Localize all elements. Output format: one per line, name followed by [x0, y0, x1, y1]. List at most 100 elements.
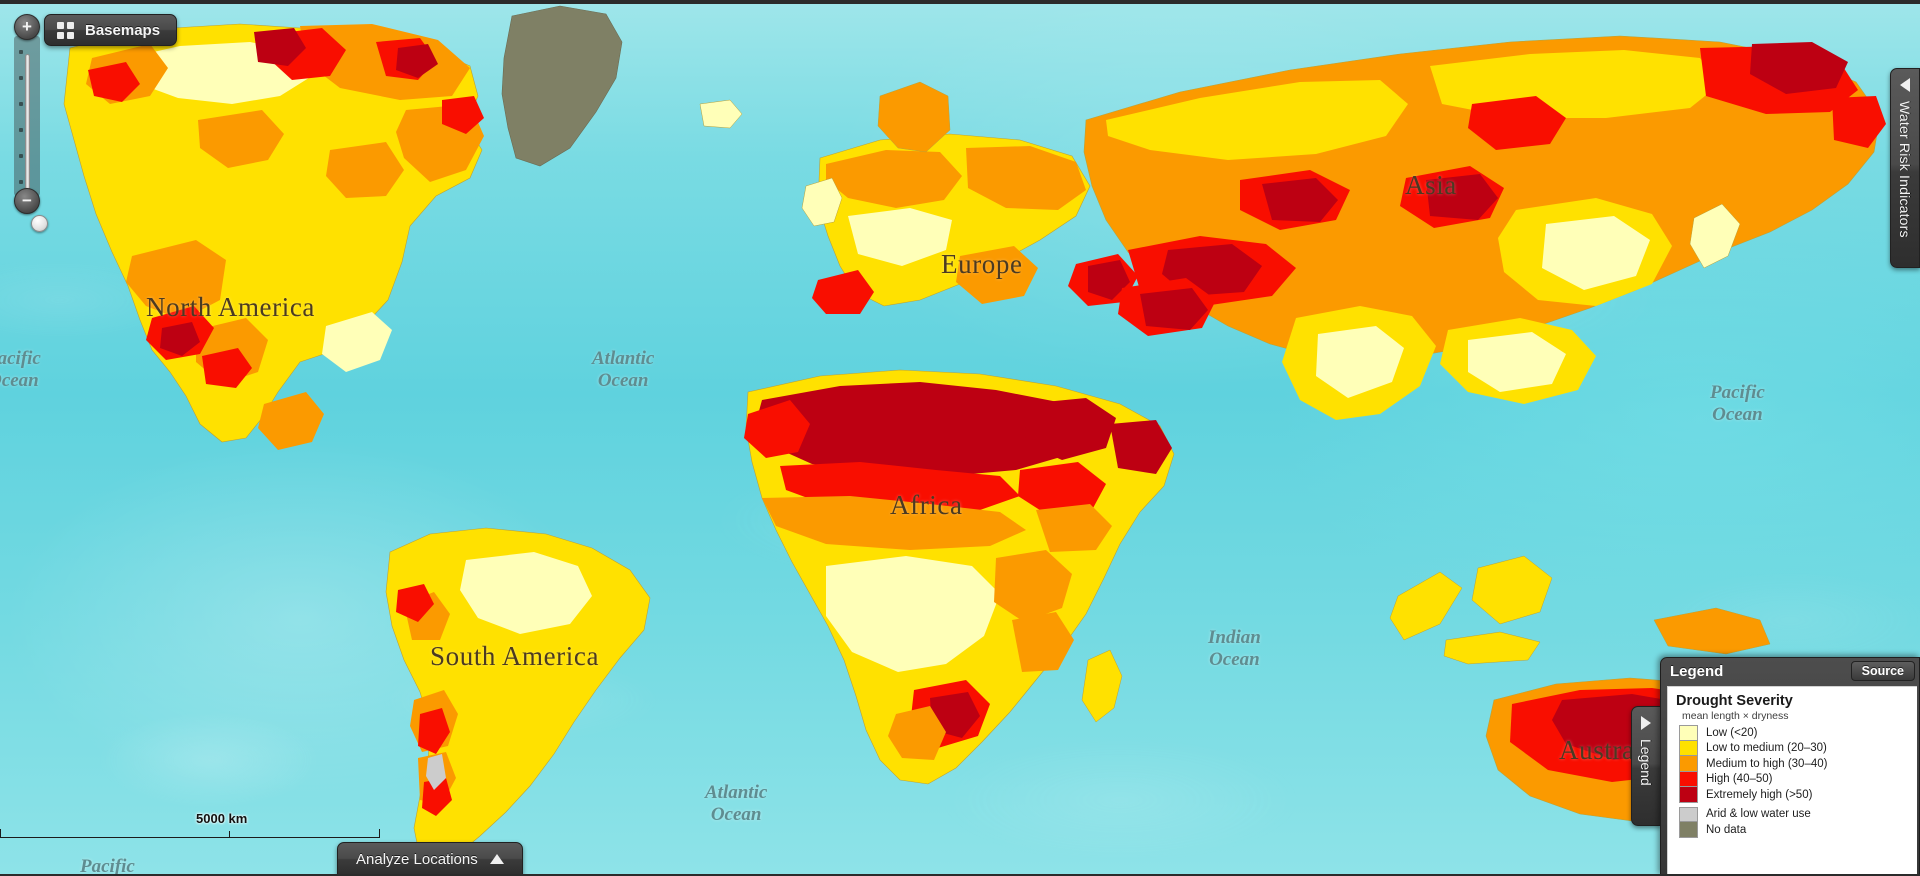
basemaps-button[interactable]: Basemaps — [44, 14, 178, 46]
africa-extreme-class — [756, 382, 1080, 476]
na-extreme-class — [160, 322, 200, 356]
legend-class-row: Low (<20) — [1676, 725, 1909, 741]
sa-arid-class — [426, 754, 446, 790]
zoom-in-button[interactable]: + — [14, 14, 40, 40]
na-extreme-class — [396, 44, 438, 78]
zoom-tick — [19, 50, 23, 54]
zoom-slider-track[interactable] — [25, 54, 48, 232]
window-bottom-edge — [0, 874, 1920, 876]
water-risk-indicators-tab[interactable]: Water Risk Indicators — [1890, 68, 1920, 268]
sa-low-class — [460, 552, 592, 634]
triangle-right-icon — [1641, 716, 1651, 730]
africa-medium-high-class — [994, 550, 1072, 622]
legend-label-high: High (40–50) — [1706, 773, 1773, 786]
legend-swatch-low — [1679, 725, 1698, 741]
na-medium-high-class — [326, 142, 404, 198]
europe-medium-high-class — [956, 246, 1038, 304]
legend-class-row: Low to medium (20–30) — [1676, 740, 1909, 756]
na-high-class — [88, 62, 140, 102]
legend-swatch-high — [1679, 771, 1698, 787]
legend-label-low: Low (<20) — [1706, 726, 1758, 739]
asia-low-class — [1316, 326, 1404, 398]
europe-medium-high-class — [826, 150, 962, 208]
na-extreme-class — [254, 28, 306, 66]
asia-high-class — [1832, 96, 1886, 148]
madagascar-region — [1081, 649, 1123, 723]
legend-class-row: Medium to high (30–40) — [1676, 756, 1909, 772]
triangle-up-icon — [489, 854, 504, 864]
iceland-region — [699, 99, 743, 129]
zoom-slider-handle[interactable] — [31, 215, 48, 232]
africa-high-class — [744, 400, 810, 458]
asia-low-medium-class — [1106, 80, 1408, 160]
japan-region — [1689, 203, 1741, 269]
africa-region — [744, 369, 1175, 785]
sumatra-region — [1389, 571, 1463, 641]
legend-indicator-name: Drought Severity — [1676, 693, 1793, 709]
europe-low-class — [848, 208, 952, 266]
europe-high-class — [812, 270, 874, 314]
source-button[interactable]: Source — [1850, 661, 1915, 681]
europe-extreme-class — [1088, 260, 1130, 300]
triangle-left-icon — [1900, 78, 1910, 92]
scandinavia-region — [877, 81, 951, 153]
asia-extreme-class — [1750, 42, 1848, 94]
africa-high-class — [1018, 462, 1106, 514]
na-high-class — [442, 96, 484, 134]
africa-medium-high-class — [762, 496, 1026, 550]
legend-label-medium-to-high: Medium to high (30–40) — [1706, 757, 1828, 770]
legend-swatch-no-data — [1679, 822, 1698, 838]
java-region — [1443, 631, 1541, 665]
legend-special-row: No data — [1676, 822, 1909, 838]
asia-region — [1083, 35, 1886, 665]
legend-body: Drought Severity mean length × dryness L… — [1667, 686, 1917, 875]
british-isles-region — [801, 177, 843, 227]
europe-region — [801, 81, 1138, 314]
legend-swatch-low-to-medium — [1679, 740, 1698, 756]
legend-swatch-medium-to-high — [1679, 756, 1698, 772]
legend-tab-label: Legend — [1638, 739, 1654, 786]
asia-extreme-class — [1262, 178, 1338, 222]
zoom-tick — [19, 180, 23, 184]
asia-high-class — [1468, 96, 1566, 150]
na-medium-high-class — [258, 392, 324, 450]
legend-label-arid: Arid & low water use — [1706, 808, 1811, 821]
zoom-tick — [19, 154, 23, 158]
south-america-region — [385, 527, 651, 871]
legend-swatch-arid — [1679, 806, 1698, 822]
north-america-region — [63, 23, 484, 450]
legend-label-low-to-medium: Low to medium (20–30) — [1706, 742, 1827, 755]
legend-label-no-data: No data — [1706, 823, 1747, 836]
continent-shapes — [63, 5, 1919, 871]
asia-low-class — [1542, 216, 1650, 290]
africa-low-class — [826, 556, 1000, 672]
zoom-control[interactable]: + − — [14, 14, 48, 232]
legend-collapse-tab[interactable]: Legend — [1631, 706, 1661, 826]
asia-extreme-class — [1140, 288, 1208, 330]
zoom-out-button[interactable]: − — [14, 188, 40, 214]
grid-4-squares-icon — [57, 21, 74, 39]
zoom-tick — [19, 102, 23, 106]
africa-extreme-class — [1110, 420, 1172, 474]
analyze-locations-button[interactable]: Analyze Locations — [337, 842, 523, 876]
asia-low-class — [1468, 332, 1566, 392]
europe-medium-high-class — [966, 146, 1086, 210]
na-medium-high-class — [198, 110, 284, 168]
na-medium-high-class — [126, 240, 226, 320]
zoom-tick — [19, 128, 23, 132]
legend-special-row: Arid & low water use — [1676, 806, 1909, 822]
sa-high-class — [422, 778, 452, 816]
legend-panel: Legend Source Drought Severity mean leng… — [1660, 657, 1920, 876]
window-top-edge — [0, 0, 1920, 4]
legend-swatch-extremely-high — [1679, 787, 1698, 803]
legend-class-row: High (40–50) — [1676, 771, 1909, 787]
asia-extreme-class — [1426, 174, 1498, 220]
africa-medium-high-class — [1012, 612, 1074, 672]
borneo-region — [1471, 555, 1553, 625]
new-guinea-region — [1653, 607, 1771, 655]
africa-extreme-class — [1024, 398, 1116, 460]
zoom-tick — [19, 76, 23, 80]
na-low-class — [322, 312, 392, 372]
